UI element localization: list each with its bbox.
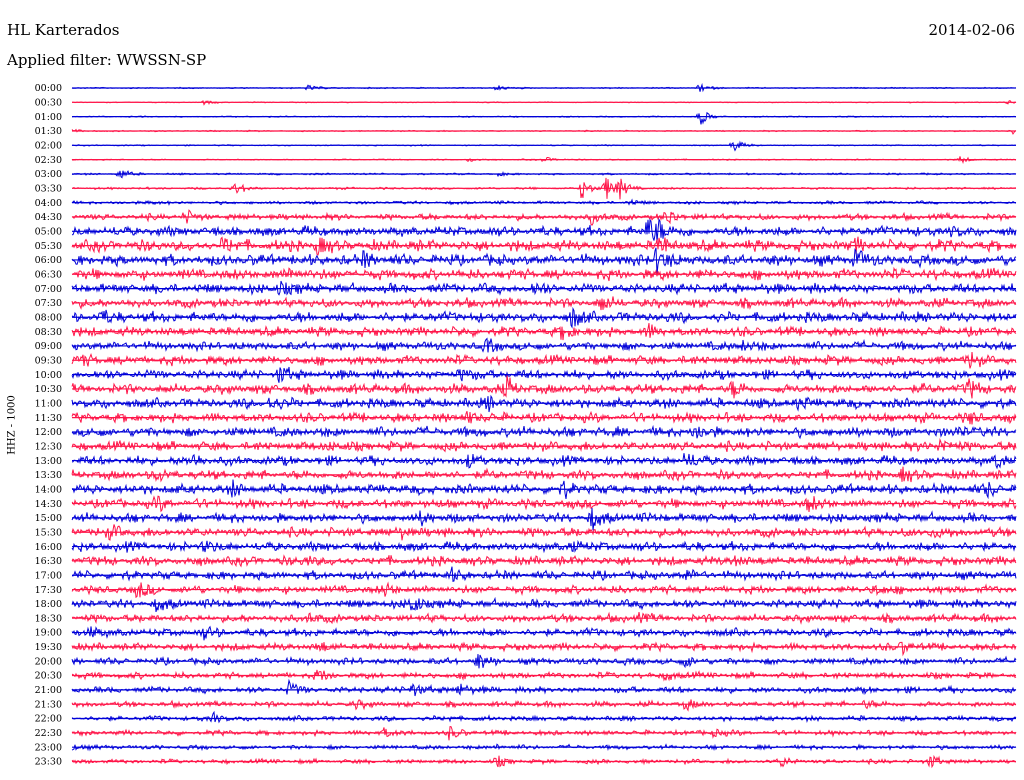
applied-filter-label: Applied filter: WWSSN-SP [7, 51, 207, 69]
row-time-label: 10:00 [35, 370, 62, 381]
date-label: 2014-02-06 [928, 21, 1015, 39]
row-time-label: 06:30 [35, 269, 62, 280]
trace-row [71, 236, 1017, 256]
row-time-label: 04:30 [35, 212, 62, 223]
row-time-label: 06:00 [35, 255, 62, 266]
row-time-label: 07:30 [35, 298, 62, 309]
row-time-label: 00:30 [35, 98, 62, 109]
trace-row [71, 424, 1017, 440]
row-time-label: 14:30 [35, 499, 62, 510]
row-time-label: 11:00 [35, 398, 62, 409]
row-time-label: 16:30 [35, 556, 62, 567]
trace-row [71, 596, 1017, 613]
trace-row [71, 710, 1017, 724]
trace-row [71, 140, 1017, 152]
row-time-label: 16:00 [35, 542, 62, 553]
row-time-label: 11:30 [35, 413, 62, 424]
trace-row [71, 641, 1017, 657]
trace-row [71, 306, 1017, 329]
row-time-label: 22:30 [35, 728, 62, 739]
row-time-label: 12:00 [35, 427, 62, 438]
row-time-label: 04:00 [35, 198, 62, 209]
trace-row [71, 554, 1017, 568]
row-time-label: 20:30 [35, 671, 62, 682]
trace-row [71, 625, 1017, 641]
row-time-label: 02:00 [35, 141, 62, 152]
row-time-label: 18:00 [35, 599, 62, 610]
trace-row [71, 128, 1017, 135]
trace-row [71, 394, 1017, 413]
row-time-label: 08:00 [35, 312, 62, 323]
row-time-label: 03:00 [35, 169, 62, 180]
row-time-label: 22:00 [35, 714, 62, 725]
row-time-label: 10:30 [35, 384, 62, 395]
row-time-label: 13:00 [35, 456, 62, 467]
row-time-label: 08:30 [35, 327, 62, 338]
row-time-label: 15:00 [35, 513, 62, 524]
trace-row [71, 495, 1017, 513]
row-time-label: 14:00 [35, 484, 62, 495]
row-time-label: 21:30 [35, 699, 62, 710]
trace-row [71, 566, 1017, 582]
row-time-label: 05:00 [35, 227, 62, 238]
trace-row [71, 678, 1017, 697]
row-time-label: 19:30 [35, 642, 62, 653]
station-title: HL Karterados [7, 21, 120, 39]
row-time-label: 17:00 [35, 570, 62, 581]
trace-row [71, 699, 1017, 712]
row-time-label: 01:30 [35, 126, 62, 137]
row-time-label: 07:00 [35, 284, 62, 295]
row-time-label: 20:00 [35, 656, 62, 667]
trace-row [71, 280, 1017, 296]
trace-row [71, 524, 1017, 541]
row-time-label: 02:30 [35, 155, 62, 166]
row-time-label: 03:30 [35, 184, 62, 195]
row-time-label: 01:00 [35, 112, 62, 123]
row-time-label: 21:00 [35, 685, 62, 696]
row-time-label: 23:30 [35, 757, 62, 768]
trace-row [71, 507, 1017, 531]
trace-row [71, 366, 1017, 383]
row-time-label: 05:30 [35, 241, 62, 252]
trace-row [71, 247, 1017, 275]
seismic-traces [71, 82, 1017, 769]
row-time-label: 12:30 [35, 441, 62, 452]
row-time-label: 19:00 [35, 628, 62, 639]
row-time-label: 17:30 [35, 585, 62, 596]
trace-row [71, 111, 1017, 125]
row-time-label: 18:30 [35, 613, 62, 624]
trace-row [71, 209, 1017, 226]
trace-row [71, 375, 1017, 399]
row-time-label: 23:00 [35, 742, 62, 753]
row-time-label: 15:30 [35, 527, 62, 538]
row-time-label: 09:30 [35, 355, 62, 366]
row-time-label: 09:00 [35, 341, 62, 352]
row-time-label: 13:30 [35, 470, 62, 481]
row-time-label: 00:00 [35, 83, 62, 94]
row-time-labels: 00:00 00:30 01:00 01:30 02:00 02:30 03:00 03:30… [35, 83, 62, 768]
